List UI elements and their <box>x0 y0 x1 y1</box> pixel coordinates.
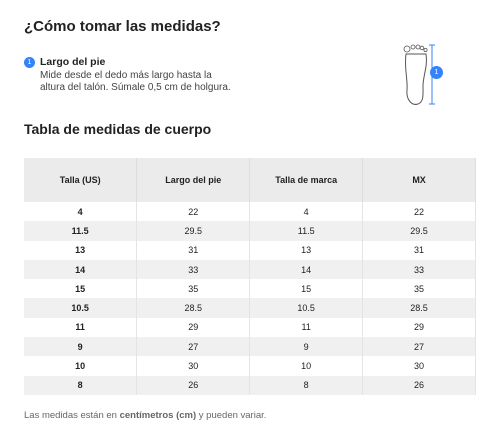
header-row: Talla (US) Largo del pie Talla de marca MX <box>24 158 476 202</box>
footnote-text: y pueden variar. <box>196 410 267 421</box>
table-cell: 10.5 <box>249 298 364 318</box>
table-cell: 13 <box>24 240 138 260</box>
table-cell: 8 <box>24 375 138 395</box>
size-table: Talla (US) Largo del pie Talla de marca MX 4… <box>24 158 476 395</box>
table-cell: 11.5 <box>24 221 138 241</box>
table-cell: 4 <box>24 202 138 222</box>
table-cell: 22 <box>362 202 476 222</box>
table-cell: 10 <box>249 356 364 376</box>
table-cell: 28.5 <box>362 298 476 318</box>
table-cell: 27 <box>136 337 251 357</box>
table-row: 11.5 29.5 11.5 29.5 <box>24 221 476 241</box>
table-cell: 4 <box>249 202 364 222</box>
footnote-text: Las medidas están en <box>24 410 120 421</box>
table-cell: 30 <box>136 356 251 376</box>
table-cell: 29.5 <box>136 221 251 241</box>
table-cell: 35 <box>362 279 476 299</box>
table-cell: 30 <box>362 356 476 376</box>
table-cell: 14 <box>249 259 364 280</box>
diagram-badge: 1 <box>430 66 443 79</box>
table-cell: 10 <box>24 356 138 376</box>
column-header: MX <box>362 158 476 202</box>
table-cell: 11 <box>249 317 364 338</box>
table-row: 8 26 8 26 <box>24 375 476 395</box>
table-cell: 31 <box>136 240 251 260</box>
table-cell: 33 <box>362 259 476 280</box>
column-header: Talla (US) <box>24 158 138 202</box>
table-row: 9 27 9 27 <box>24 337 476 357</box>
step-badge: 1 <box>24 57 35 68</box>
table-cell: 13 <box>249 240 364 260</box>
table-cell: 22 <box>136 202 251 222</box>
step-title: Largo del pie <box>40 56 106 68</box>
table-cell: 9 <box>249 337 364 357</box>
footnote-bold: centímetros (cm) <box>119 410 197 421</box>
table-row: 10 30 10 30 <box>24 356 476 376</box>
table-row: 11 29 11 29 <box>24 317 476 338</box>
column-header: Talla de marca <box>249 158 364 202</box>
table-cell: 31 <box>362 240 476 260</box>
page-title: ¿Cómo tomar las medidas? <box>24 18 221 35</box>
table-cell: 11 <box>24 317 138 338</box>
table-cell: 26 <box>362 375 476 395</box>
table-cell: 8 <box>249 375 364 395</box>
table-row: 14 33 14 33 <box>24 259 476 280</box>
step-text: Mide desde el dedo más largo hasta la <box>40 70 212 81</box>
footnote: Las medidas están en centímetros (cm) y … <box>24 410 266 421</box>
table-cell: 29 <box>362 317 476 338</box>
table-cell: 29 <box>136 317 251 338</box>
table-title: Tabla de medidas de cuerpo <box>24 121 212 137</box>
table-cell: 10.5 <box>24 298 138 318</box>
table-cell: 27 <box>362 337 476 357</box>
table-row: 4 22 4 22 <box>24 202 476 222</box>
table-row: 10.5 28.5 10.5 28.5 <box>24 298 476 318</box>
column-header: Largo del pie <box>136 158 251 202</box>
table-cell: 14 <box>24 259 138 280</box>
table-row: 15 35 15 35 <box>24 279 476 299</box>
table-cell: 9 <box>24 337 138 357</box>
foot-illustration <box>403 44 435 105</box>
table-cell: 15 <box>249 279 364 299</box>
table-cell: 29.5 <box>362 221 476 241</box>
table-cell: 28.5 <box>136 298 251 318</box>
table-cell: 35 <box>136 279 251 299</box>
table-cell: 15 <box>24 279 138 299</box>
table-row: 13 31 13 31 <box>24 240 476 260</box>
table-cell: 26 <box>136 375 251 395</box>
step-text: altura del talón. Súmale 0,5 cm de holgu… <box>40 82 231 93</box>
table-cell: 33 <box>136 259 251 280</box>
table-cell: 11.5 <box>249 221 364 241</box>
